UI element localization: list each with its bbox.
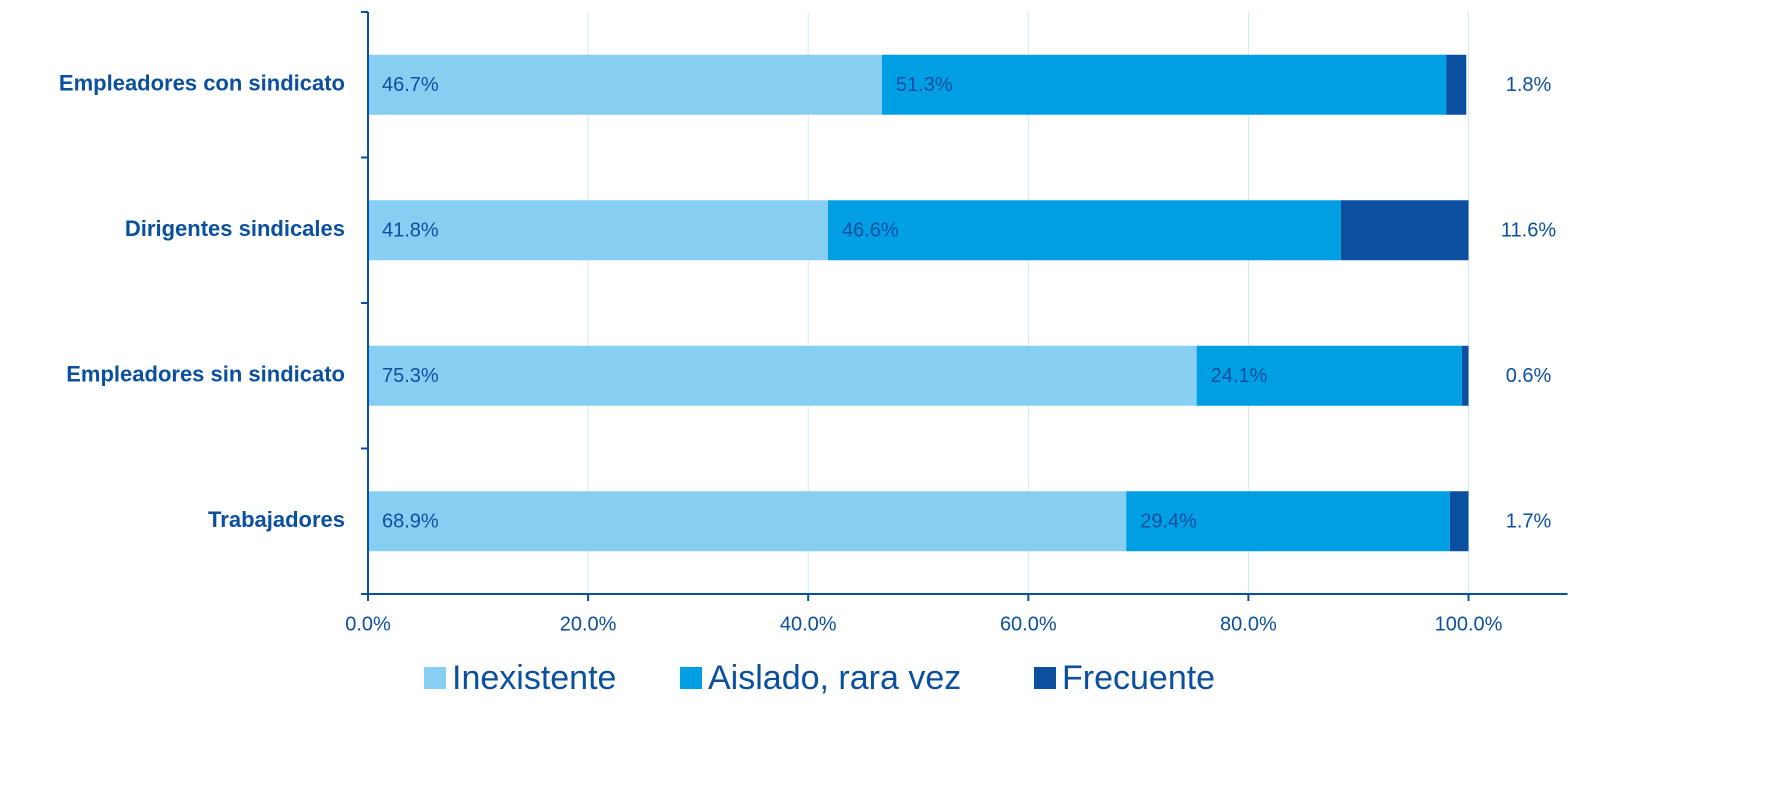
bar-segment <box>368 54 882 115</box>
legend-swatch <box>680 667 702 689</box>
data-label: 1.8% <box>1506 74 1552 96</box>
legend-swatch <box>1034 667 1056 689</box>
bar-segment <box>368 491 1127 552</box>
bar-segment <box>881 54 1447 115</box>
x-tick-label: 20.0% <box>560 613 617 635</box>
x-tick-label: 0.0% <box>345 613 391 635</box>
bar-segment <box>1340 200 1469 261</box>
bar-segment <box>1461 345 1469 406</box>
legend-label: Aislado, rara vez <box>708 659 961 697</box>
data-label: 29.4% <box>1140 511 1197 533</box>
bar-segment <box>1126 491 1450 552</box>
x-tick-label: 40.0% <box>780 613 837 635</box>
legend-label: Inexistente <box>452 659 616 697</box>
y-tick-label: Empleadores con sindicato <box>59 71 345 96</box>
legend-swatch <box>424 667 446 689</box>
x-tick-label: 100.0% <box>1435 613 1503 635</box>
legend-label: Frecuente <box>1062 659 1215 697</box>
data-label: 0.6% <box>1506 365 1552 387</box>
bar-segment <box>368 345 1197 406</box>
bar-segment <box>368 200 829 261</box>
y-tick-label: Trabajadores <box>208 507 345 532</box>
x-tick-label: 60.0% <box>1000 613 1057 635</box>
bar-segment <box>828 200 1341 261</box>
data-label: 68.9% <box>382 511 439 533</box>
data-label: 41.8% <box>382 220 439 242</box>
y-tick-label: Dirigentes sindicales <box>125 216 345 241</box>
bar-segment <box>1196 345 1462 406</box>
x-tick-label: 80.0% <box>1220 613 1277 635</box>
data-label: 11.6% <box>1501 220 1556 242</box>
data-label: 51.3% <box>896 74 953 96</box>
bar-segment <box>1449 491 1469 552</box>
data-label: 1.7% <box>1506 511 1552 533</box>
data-label: 24.1% <box>1211 365 1268 387</box>
data-label: 46.7% <box>382 74 439 96</box>
y-tick-label: Empleadores sin sindicato <box>66 362 345 387</box>
data-label: 46.6% <box>842 220 899 242</box>
bar-segment <box>1446 54 1467 115</box>
data-label: 75.3% <box>382 365 439 387</box>
